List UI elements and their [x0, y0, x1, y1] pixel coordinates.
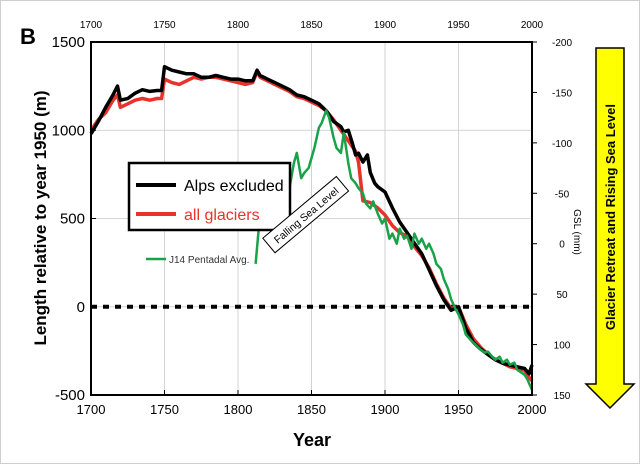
y-tick-label: -500: [55, 387, 85, 404]
x-tick-label: 1900: [371, 402, 400, 417]
legend-label-j14: J14 Pentadal Avg.: [169, 255, 249, 266]
x-tick-label: 1750: [150, 402, 179, 417]
tick-marks: [90, 41, 537, 396]
y-tick-label: 0: [77, 299, 85, 316]
y2-tick-label: -200: [552, 38, 572, 49]
x-top-tick-label: 1800: [227, 20, 250, 31]
panel-label: B: [20, 24, 36, 49]
x-top-tick-label: 2000: [521, 20, 544, 31]
y2-tick-label: 150: [554, 391, 571, 402]
y2-tick-label: 0: [559, 240, 565, 251]
y-tick-label: 1000: [52, 122, 85, 139]
x-tick-label: 1950: [444, 402, 473, 417]
y2-tick-label: 100: [554, 341, 571, 352]
x-top-tick-label: 1750: [153, 20, 176, 31]
y2-tick-label: 50: [556, 290, 568, 301]
x-tick-label: 1700: [77, 402, 106, 417]
x-top-tick-label: 1700: [80, 20, 103, 31]
x-tick-label: 2000: [518, 402, 547, 417]
x-tick-label: 1850: [297, 402, 326, 417]
legend-box: [127, 161, 292, 232]
x-tick-label: 1800: [224, 402, 253, 417]
legend-label-alps-excluded: Alps excluded: [184, 178, 284, 195]
series-line-j14-pentadal-avg: [254, 109, 534, 391]
x-axis-title: Year: [293, 430, 331, 450]
y2-tick-label: -50: [555, 189, 570, 200]
x-top-tick-label: 1850: [300, 20, 323, 31]
y2-axis-title: GSL (mm): [571, 209, 582, 255]
arrow-label-text: Glacier Retreat and Rising Sea Level: [602, 103, 618, 331]
x-top-tick-label: 1950: [447, 20, 470, 31]
x-top-tick-label: 1900: [374, 20, 397, 31]
y-tick-label: 500: [60, 211, 85, 228]
series-layer: [89, 64, 534, 391]
y-tick-label: 1500: [52, 34, 85, 51]
y2-tick-label: -100: [552, 139, 572, 150]
y2-tick-label: -150: [552, 88, 572, 99]
y-axis-title: Length relative to year 1950 (m): [31, 90, 50, 345]
legend-label-all-glaciers: all glaciers: [184, 207, 260, 224]
arrow-label: Glacier Retreat and Rising Sea Level: [596, 52, 624, 382]
sea-level-arrow: [584, 47, 636, 410]
